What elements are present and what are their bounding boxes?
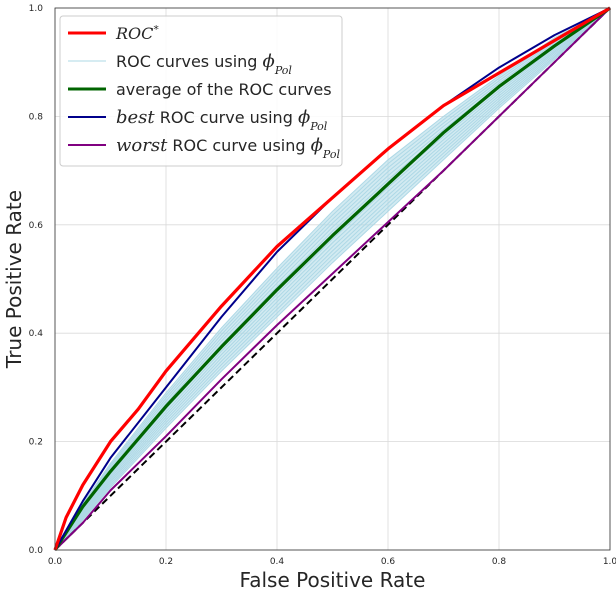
legend-label-roc-star: ROC* xyxy=(115,23,159,44)
x-axis-label: False Positive Rate xyxy=(240,568,426,592)
legend-label-worst: worst ROC curve using ϕPol xyxy=(116,135,340,161)
legend-label-roc-curves: ROC curves using ϕPol xyxy=(116,51,292,77)
y-ticks: 0.0 0.2 0.4 0.6 0.8 1.0 xyxy=(29,4,44,556)
roc-curve-line xyxy=(54,7,611,551)
legend: ROC* ROC curves using ϕPol average of th… xyxy=(59,15,343,167)
y-axis-label: True Positive Rate xyxy=(2,190,26,369)
worst-roc-line xyxy=(54,7,611,551)
y-tick-label: 0.6 xyxy=(29,221,44,231)
y-tick-label: 0.0 xyxy=(29,546,44,556)
y-tick-label: 0.4 xyxy=(29,329,44,339)
plot-frame xyxy=(54,7,611,551)
x-tick-label: 0.8 xyxy=(492,557,507,567)
roc-curve-line xyxy=(54,7,611,551)
roc-curve-line xyxy=(54,7,611,551)
roc-curve-line xyxy=(54,7,611,551)
legend-label-best: best ROC curve using ϕPol xyxy=(116,107,328,133)
roc-curve-line xyxy=(54,7,611,551)
x-tick-label: 0.6 xyxy=(381,557,396,567)
roc-star-line xyxy=(53,6,611,551)
roc-curve-line xyxy=(54,7,611,551)
best-roc-line xyxy=(54,7,611,551)
series-group xyxy=(53,6,611,551)
chance-diagonal-line xyxy=(54,7,611,551)
average-roc-line xyxy=(53,6,611,551)
x-ticks: 0.0 0.2 0.4 0.6 0.8 1.0 xyxy=(48,557,616,567)
roc-curve-line xyxy=(54,7,611,551)
y-tick-label: 0.2 xyxy=(29,438,43,448)
legend-box xyxy=(59,15,343,167)
roc-curve-line xyxy=(54,7,611,551)
x-tick-label: 1.0 xyxy=(603,557,616,567)
y-tick-label: 1.0 xyxy=(29,4,44,14)
roc-curve-line xyxy=(54,7,611,551)
x-tick-label: 0.4 xyxy=(270,557,285,567)
x-tick-label: 0.2 xyxy=(159,557,173,567)
legend-label-average: average of the ROC curves xyxy=(116,80,332,99)
x-tick-label: 0.0 xyxy=(48,557,63,567)
y-tick-label: 0.8 xyxy=(29,112,44,122)
roc-curve-line xyxy=(54,7,611,551)
roc-curves-band xyxy=(54,7,611,551)
